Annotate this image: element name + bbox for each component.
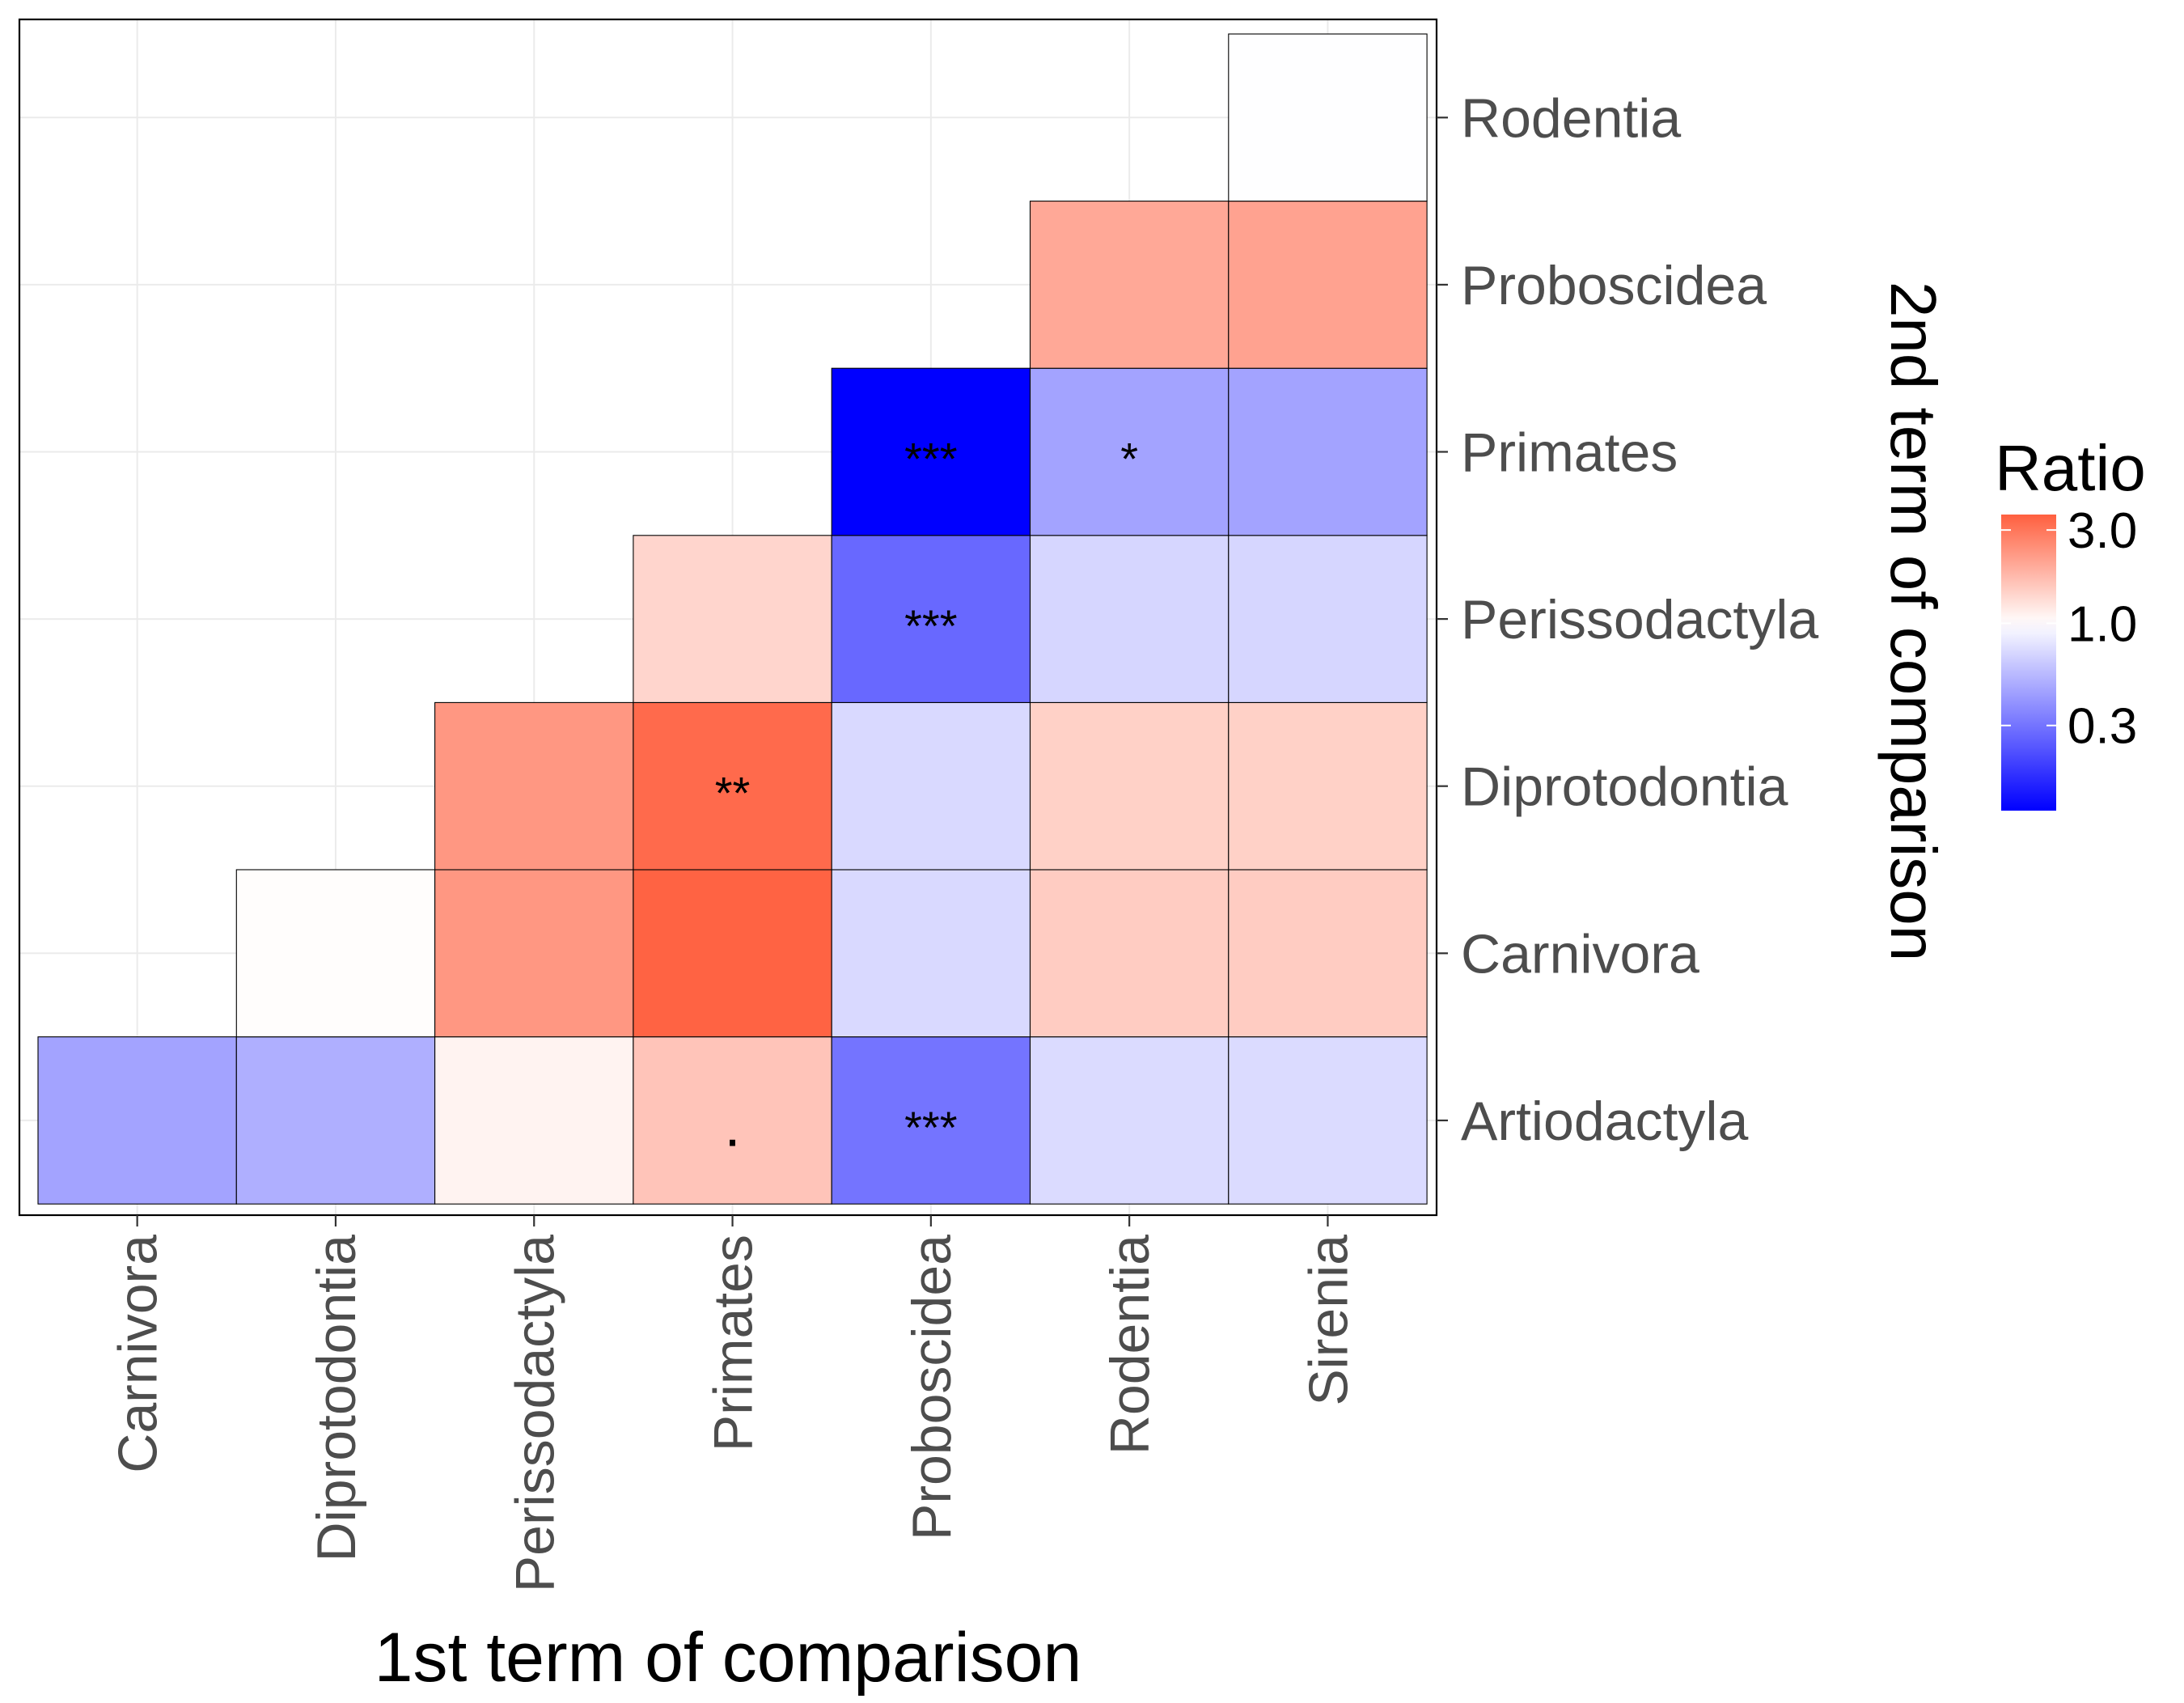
heatmap-cell <box>633 701 832 871</box>
heatmap-cell <box>1029 367 1230 536</box>
y-tick-label: Rodentia <box>1461 87 1681 149</box>
heatmap-cell <box>831 1036 1031 1205</box>
legend-tick-label: 0.3 <box>2068 699 2137 755</box>
heatmap-cell <box>37 1036 237 1205</box>
y-tick-label: Primates <box>1461 422 1678 484</box>
heatmap-cell <box>1228 701 1428 871</box>
heatmap-cell <box>831 701 1031 871</box>
heatmap-cell <box>1029 869 1230 1038</box>
significance-label: * <box>1120 434 1138 485</box>
significance-label: *** <box>904 434 957 485</box>
y-tick-label: Proboscidea <box>1461 255 1767 316</box>
heatmap-cell <box>633 535 832 703</box>
heatmap-cell <box>235 869 436 1038</box>
x-tick-label: Rodentia <box>1099 1235 1161 1455</box>
heatmap-cell <box>1029 535 1230 703</box>
panel-border <box>18 18 1438 1217</box>
heatmap-cell <box>1029 201 1230 369</box>
heatmap-cell <box>1228 33 1428 202</box>
heatmap-cell <box>1228 1036 1428 1205</box>
x-tick-label: Sirenia <box>1297 1235 1359 1406</box>
y-axis-title: 2nd term of comparison <box>1877 282 1949 961</box>
heatmap-cell <box>1228 869 1428 1038</box>
legend: Ratio 3.0 1.0 0.3 <box>1995 432 2146 811</box>
legend-tick-label: 1.0 <box>2068 596 2137 652</box>
heatmap-cell <box>1029 1036 1230 1205</box>
y-tick-label: Diprotodontia <box>1461 756 1788 818</box>
heatmap-cell <box>434 1036 634 1205</box>
heatmap-cell <box>633 869 832 1038</box>
heatmap-cell <box>831 535 1031 703</box>
heatmap-cell <box>1228 367 1428 536</box>
x-tick-label: Carnivora <box>108 1235 169 1473</box>
y-tick-label: Perissodactyla <box>1461 589 1818 650</box>
heatmap-cell <box>1029 701 1230 871</box>
legend-colorbar <box>2001 515 2056 811</box>
heatmap-cell <box>434 869 634 1038</box>
legend-tick-label: 3.0 <box>2068 503 2137 559</box>
x-tick-label: Primates <box>703 1235 764 1451</box>
x-tick-label: Diprotodontia <box>306 1235 367 1562</box>
heatmap-cell <box>235 1036 436 1205</box>
significance-label: . <box>725 1095 741 1159</box>
x-tick-label: Proboscidea <box>901 1235 963 1540</box>
significance-label: *** <box>904 600 957 651</box>
heatmap-cell <box>1228 535 1428 703</box>
heatmap-cell <box>434 701 634 871</box>
x-axis-title: 1st term of comparison <box>375 1619 1082 1697</box>
heatmap-cell <box>831 869 1031 1038</box>
legend-title: Ratio <box>1995 432 2146 504</box>
significance-label: *** <box>904 1102 957 1153</box>
x-tick-label: Perissodactyla <box>504 1235 565 1592</box>
heatmap-cell <box>633 1036 832 1205</box>
significance-label: ** <box>715 768 751 819</box>
y-tick-label: Artiodactyla <box>1461 1091 1748 1152</box>
heatmap-cell <box>1228 201 1428 369</box>
y-tick-label: Carnivora <box>1461 923 1699 985</box>
